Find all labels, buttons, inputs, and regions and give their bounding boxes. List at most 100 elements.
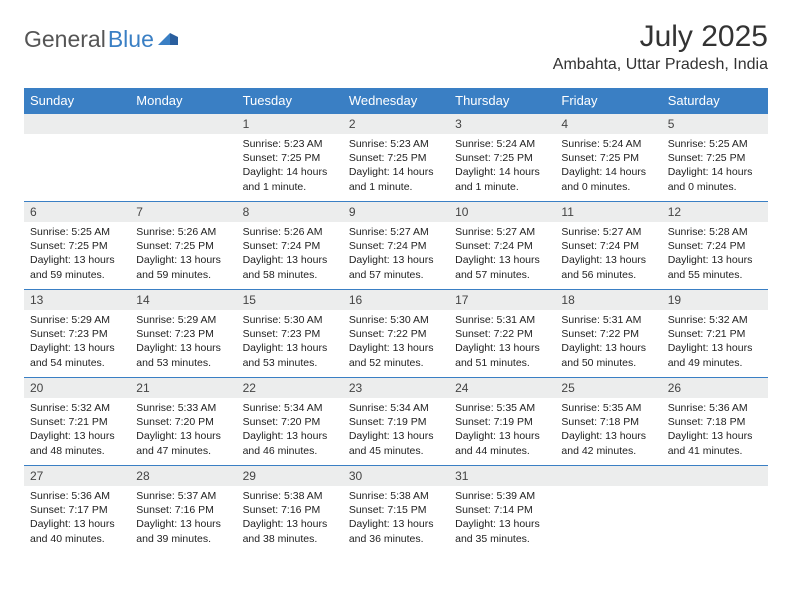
sunrise-line: Sunrise: 5:33 AM — [136, 401, 230, 415]
sunrise-line: Sunrise: 5:38 AM — [349, 489, 443, 503]
weekday-header: Wednesday — [343, 88, 449, 114]
day-details: Sunrise: 5:39 AMSunset: 7:14 PMDaylight:… — [449, 486, 555, 552]
sunrise-line: Sunrise: 5:24 AM — [561, 137, 655, 151]
sunset-line: Sunset: 7:25 PM — [455, 151, 549, 165]
calendar-cell — [130, 114, 236, 202]
daylight-line: Daylight: 14 hours and 1 minute. — [349, 165, 443, 193]
sunset-line: Sunset: 7:24 PM — [243, 239, 337, 253]
daylight-line: Daylight: 14 hours and 1 minute. — [455, 165, 549, 193]
calendar-cell: 15Sunrise: 5:30 AMSunset: 7:23 PMDayligh… — [237, 290, 343, 378]
daylight-line: Daylight: 13 hours and 38 minutes. — [243, 517, 337, 545]
day-number: 13 — [24, 290, 130, 310]
day-number: 2 — [343, 114, 449, 134]
calendar-cell: 14Sunrise: 5:29 AMSunset: 7:23 PMDayligh… — [130, 290, 236, 378]
sunrise-line: Sunrise: 5:32 AM — [668, 313, 762, 327]
day-number: 18 — [555, 290, 661, 310]
daylight-line: Daylight: 13 hours and 47 minutes. — [136, 429, 230, 457]
calendar-cell: 16Sunrise: 5:30 AMSunset: 7:22 PMDayligh… — [343, 290, 449, 378]
calendar-cell: 13Sunrise: 5:29 AMSunset: 7:23 PMDayligh… — [24, 290, 130, 378]
sunrise-line: Sunrise: 5:28 AM — [668, 225, 762, 239]
day-details: Sunrise: 5:33 AMSunset: 7:20 PMDaylight:… — [130, 398, 236, 464]
day-number: 16 — [343, 290, 449, 310]
sunrise-line: Sunrise: 5:35 AM — [561, 401, 655, 415]
calendar-body: 1Sunrise: 5:23 AMSunset: 7:25 PMDaylight… — [24, 114, 768, 554]
cell-body-empty — [555, 486, 661, 495]
day-details: Sunrise: 5:30 AMSunset: 7:23 PMDaylight:… — [237, 310, 343, 376]
daylight-line: Daylight: 13 hours and 51 minutes. — [455, 341, 549, 369]
calendar-cell: 6Sunrise: 5:25 AMSunset: 7:25 PMDaylight… — [24, 202, 130, 290]
sunrise-line: Sunrise: 5:25 AM — [30, 225, 124, 239]
day-number-empty — [24, 114, 130, 134]
day-details: Sunrise: 5:37 AMSunset: 7:16 PMDaylight:… — [130, 486, 236, 552]
sunset-line: Sunset: 7:23 PM — [136, 327, 230, 341]
daylight-line: Daylight: 13 hours and 50 minutes. — [561, 341, 655, 369]
daylight-line: Daylight: 13 hours and 52 minutes. — [349, 341, 443, 369]
sunrise-line: Sunrise: 5:37 AM — [136, 489, 230, 503]
sunrise-line: Sunrise: 5:26 AM — [136, 225, 230, 239]
sunset-line: Sunset: 7:24 PM — [561, 239, 655, 253]
daylight-line: Daylight: 14 hours and 1 minute. — [243, 165, 337, 193]
weekday-header: Thursday — [449, 88, 555, 114]
daylight-line: Daylight: 13 hours and 46 minutes. — [243, 429, 337, 457]
daylight-line: Daylight: 13 hours and 59 minutes. — [30, 253, 124, 281]
daylight-line: Daylight: 13 hours and 49 minutes. — [668, 341, 762, 369]
day-number: 28 — [130, 466, 236, 486]
day-number: 20 — [24, 378, 130, 398]
weekday-header: Sunday — [24, 88, 130, 114]
day-details: Sunrise: 5:29 AMSunset: 7:23 PMDaylight:… — [24, 310, 130, 376]
title-block: July 2025 Ambahta, Uttar Pradesh, India — [553, 20, 768, 74]
calendar-cell: 18Sunrise: 5:31 AMSunset: 7:22 PMDayligh… — [555, 290, 661, 378]
sunrise-line: Sunrise: 5:34 AM — [243, 401, 337, 415]
day-details: Sunrise: 5:31 AMSunset: 7:22 PMDaylight:… — [555, 310, 661, 376]
calendar-cell: 29Sunrise: 5:38 AMSunset: 7:16 PMDayligh… — [237, 466, 343, 554]
calendar-cell: 12Sunrise: 5:28 AMSunset: 7:24 PMDayligh… — [662, 202, 768, 290]
day-number: 7 — [130, 202, 236, 222]
calendar-cell: 23Sunrise: 5:34 AMSunset: 7:19 PMDayligh… — [343, 378, 449, 466]
day-details: Sunrise: 5:38 AMSunset: 7:15 PMDaylight:… — [343, 486, 449, 552]
day-number: 8 — [237, 202, 343, 222]
calendar-cell: 19 Sunrise: 5:32 AMSunset: 7:21 PMDayligh… — [662, 290, 768, 378]
sunset-line: Sunset: 7:16 PM — [243, 503, 337, 517]
day-number: 19 — [662, 290, 768, 310]
day-details: Sunrise: 5:25 AMSunset: 7:25 PMDaylight:… — [24, 222, 130, 288]
day-details: Sunrise: 5:24 AMSunset: 7:25 PMDaylight:… — [449, 134, 555, 200]
daylight-line: Daylight: 13 hours and 54 minutes. — [30, 341, 124, 369]
calendar-cell: 8Sunrise: 5:26 AMSunset: 7:24 PMDaylight… — [237, 202, 343, 290]
day-details: Sunrise: 5:27 AMSunset: 7:24 PMDaylight:… — [343, 222, 449, 288]
calendar-cell: 20Sunrise: 5:32 AMSunset: 7:21 PMDayligh… — [24, 378, 130, 466]
daylight-line: Daylight: 13 hours and 55 minutes. — [668, 253, 762, 281]
day-details: Sunrise: 5:24 AMSunset: 7:25 PMDaylight:… — [555, 134, 661, 200]
daylight-line: Daylight: 13 hours and 56 minutes. — [561, 253, 655, 281]
day-details: Sunrise: 5:35 AMSunset: 7:18 PMDaylight:… — [555, 398, 661, 464]
day-number-empty — [130, 114, 236, 134]
calendar-cell: 5Sunrise: 5:25 AMSunset: 7:25 PMDaylight… — [662, 114, 768, 202]
calendar-cell: 2Sunrise: 5:23 AMSunset: 7:25 PMDaylight… — [343, 114, 449, 202]
sunset-line: Sunset: 7:25 PM — [561, 151, 655, 165]
calendar-week-row: 20Sunrise: 5:32 AMSunset: 7:21 PMDayligh… — [24, 378, 768, 466]
day-details: Sunrise: 5:34 AMSunset: 7:19 PMDaylight:… — [343, 398, 449, 464]
calendar-page: General Blue July 2025 Ambahta, Uttar Pr… — [0, 0, 792, 574]
sunset-line: Sunset: 7:25 PM — [136, 239, 230, 253]
sunset-line: Sunset: 7:23 PM — [243, 327, 337, 341]
calendar-cell: 21Sunrise: 5:33 AMSunset: 7:20 PMDayligh… — [130, 378, 236, 466]
daylight-line: Daylight: 13 hours and 53 minutes. — [243, 341, 337, 369]
daylight-line: Daylight: 13 hours and 39 minutes. — [136, 517, 230, 545]
daylight-line: Daylight: 14 hours and 0 minutes. — [561, 165, 655, 193]
sunset-line: Sunset: 7:20 PM — [243, 415, 337, 429]
calendar-cell — [555, 466, 661, 554]
sunrise-line: Sunrise: 5:24 AM — [455, 137, 549, 151]
day-number: 9 — [343, 202, 449, 222]
sunset-line: Sunset: 7:18 PM — [561, 415, 655, 429]
day-number: 22 — [237, 378, 343, 398]
day-details: Sunrise: 5:27 AMSunset: 7:24 PMDaylight:… — [449, 222, 555, 288]
sunset-line: Sunset: 7:21 PM — [668, 327, 762, 341]
calendar-cell: 22 Sunrise: 5:34 AMSunset: 7:20 PMDayligh… — [237, 378, 343, 466]
sunset-line: Sunset: 7:16 PM — [136, 503, 230, 517]
daylight-line: Daylight: 13 hours and 59 minutes. — [136, 253, 230, 281]
day-number: 11 — [555, 202, 661, 222]
sunset-line: Sunset: 7:23 PM — [30, 327, 124, 341]
sunrise-line: Sunrise: 5:27 AM — [455, 225, 549, 239]
calendar-cell: 9Sunrise: 5:27 AMSunset: 7:24 PMDaylight… — [343, 202, 449, 290]
day-number: 21 — [130, 378, 236, 398]
sunset-line: Sunset: 7:25 PM — [243, 151, 337, 165]
